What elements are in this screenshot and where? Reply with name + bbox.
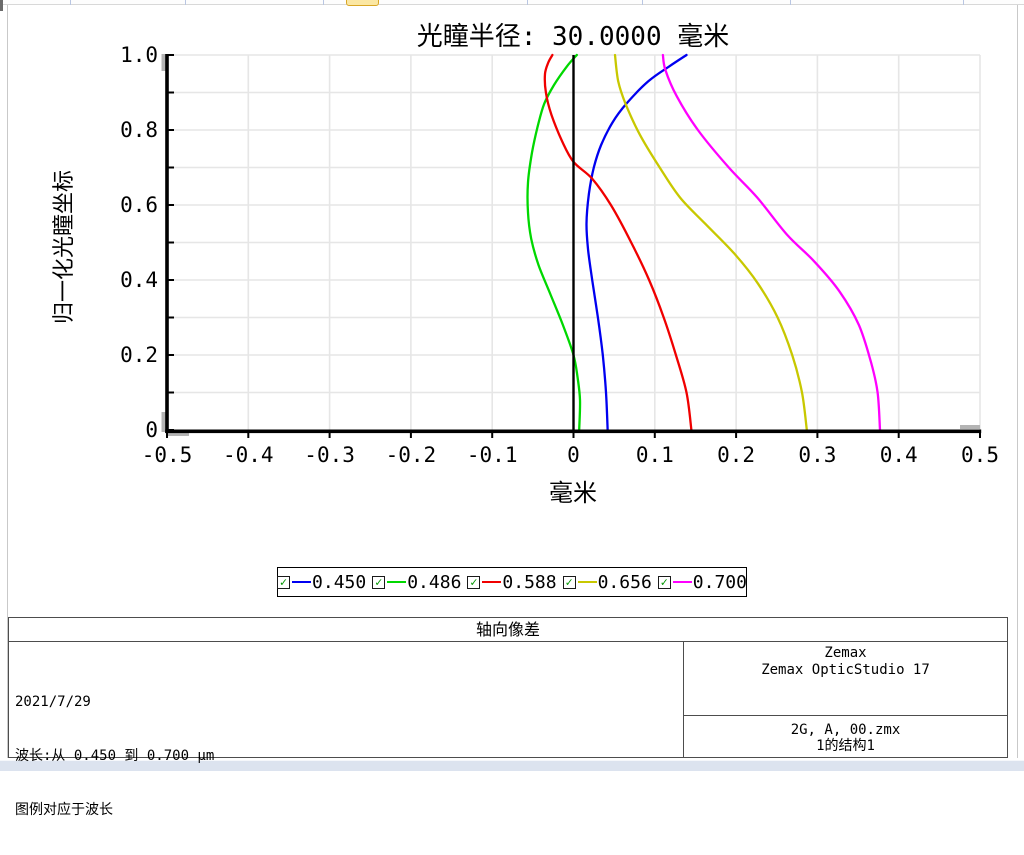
aberration-curve-0.588: [543, 53, 693, 432]
plot-area: [161, 53, 982, 438]
app-version: Zemax OpticStudio 17: [761, 662, 930, 678]
y-tick-label: 0.6: [120, 193, 158, 217]
legend-color-dash: [577, 581, 597, 583]
toolbar-separator-fragment: [185, 0, 186, 5]
x-tick-label: 0.5: [961, 443, 999, 467]
toolbar-separator-fragment: [790, 0, 791, 5]
footer-right-cell: Zemax Zemax OpticStudio 17 2G, A, 00.zmx…: [683, 642, 1007, 757]
toolbar-tab-fragment[interactable]: [346, 0, 379, 6]
y-tick-label: 0: [145, 418, 158, 442]
aberration-curve-0.656: [613, 53, 808, 432]
file-info-cell: 2G, A, 00.zmx 1的结构1: [684, 716, 1007, 757]
date-text: 2021/7/29: [15, 694, 91, 710]
file-name: 2G, A, 00.zmx: [790, 722, 901, 738]
x-tick-label: -0.2: [385, 443, 437, 467]
x-axis-spine: [165, 429, 982, 434]
chart-title: 光瞳半径: 30.0000 毫米: [416, 22, 730, 52]
legend-label: 0.486: [407, 571, 462, 593]
legend-color-dash: [387, 581, 407, 583]
x-tick-label: -0.5: [141, 443, 193, 467]
legend-item-0.588[interactable]: ✓ 0.588: [467, 571, 557, 593]
legend-note-text: 图例对应于波长: [15, 802, 113, 818]
x-tick-label: 0: [567, 443, 580, 467]
legend-item-0.450[interactable]: ✓ 0.450: [277, 572, 366, 593]
y-tick-label: 1.0: [120, 43, 158, 67]
legend-box: ✓ 0.450 ✓ 0.486 ✓ 0.588 ✓ 0.656 ✓ 0.700: [277, 567, 747, 597]
legend-checkbox-0.450[interactable]: ✓: [277, 575, 291, 589]
legend-label: 0.700: [692, 571, 747, 593]
axis-end-cap: [168, 432, 189, 436]
toolbar-separator-fragment: [642, 0, 643, 5]
analysis-caption: 轴向像差: [9, 618, 1007, 642]
legend-label: 0.656: [597, 571, 652, 593]
y-tick-label: 0.4: [120, 268, 158, 292]
legend-label: 0.450: [312, 571, 367, 593]
x-tick-label: 0.4: [879, 443, 918, 467]
window-bottom-strip: [0, 760, 1024, 771]
aberration-curve-0.486: [526, 53, 582, 432]
legend-checkbox-0.656[interactable]: ✓: [562, 575, 576, 589]
x-tick-label: 0.3: [798, 443, 837, 467]
legend-color-dash: [672, 581, 692, 583]
aberration-curve-0.450: [585, 53, 688, 432]
window-border-left: [7, 5, 8, 758]
y-tick-label: 0.2: [120, 343, 158, 367]
window-border-right: [1017, 5, 1018, 758]
x-tick-label: -0.4: [223, 443, 274, 467]
legend-label: 0.588: [502, 571, 557, 593]
axis-end-cap: [161, 412, 166, 432]
toolbar-separator-fragment: [70, 0, 71, 5]
legend-checkbox-0.700[interactable]: ✓: [657, 575, 671, 589]
toolbar-separator-fragment: [527, 0, 528, 5]
legend-checkbox-0.486[interactable]: ✓: [372, 575, 386, 589]
y-axis-title: 归一化光瞳坐标: [52, 170, 77, 325]
x-tick-label: 0.1: [635, 443, 674, 467]
configuration-text: 1的结构1: [816, 738, 875, 754]
legend-checkbox-0.588[interactable]: ✓: [467, 575, 481, 589]
legend-item-0.486[interactable]: ✓ 0.486: [372, 572, 461, 593]
x-tick-label: 0.2: [717, 443, 756, 467]
legend-item-0.700[interactable]: ✓ 0.700: [657, 571, 747, 593]
axis-end-cap: [161, 54, 166, 71]
footer-table: 轴向像差 2021/7/29 波长:从 0.450 到 0.700 μm 图例对…: [8, 617, 1008, 818]
toolbar-separator-fragment: [963, 0, 964, 5]
x-tick-label: -0.1: [466, 443, 518, 467]
wavelength-range-text: 波长:从 0.450 到 0.700 μm: [15, 748, 215, 764]
app-info-cell: Zemax Zemax OpticStudio 17: [684, 642, 1007, 716]
y-tick-label: 0.8: [120, 118, 158, 142]
legend-color-dash: [292, 581, 312, 583]
axis-end-cap: [960, 425, 980, 429]
legend-color-dash: [482, 581, 502, 583]
x-tick-label: -0.3: [304, 443, 355, 467]
window-corner-mark: [0, 0, 3, 11]
app-name: Zemax: [824, 645, 867, 661]
y-axis-spine: [165, 54, 169, 433]
aberration-plot-svg: [161, 53, 982, 438]
toolbar-separator-fragment: [323, 0, 324, 5]
legend-item-0.656[interactable]: ✓ 0.656: [562, 571, 652, 593]
x-axis-title: 毫米: [549, 479, 597, 507]
aberration-curve-0.700: [661, 53, 882, 432]
footer-left-cell: 2021/7/29 波长:从 0.450 到 0.700 μm 图例对应于波长: [9, 642, 683, 818]
